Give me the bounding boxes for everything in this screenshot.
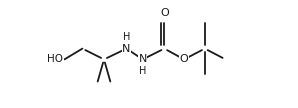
Text: N: N (139, 54, 147, 64)
Text: HO: HO (47, 54, 63, 64)
Text: H: H (139, 66, 146, 76)
Text: O: O (180, 54, 188, 64)
Text: O: O (160, 8, 169, 18)
Text: N: N (122, 44, 131, 54)
Text: H: H (123, 32, 130, 42)
